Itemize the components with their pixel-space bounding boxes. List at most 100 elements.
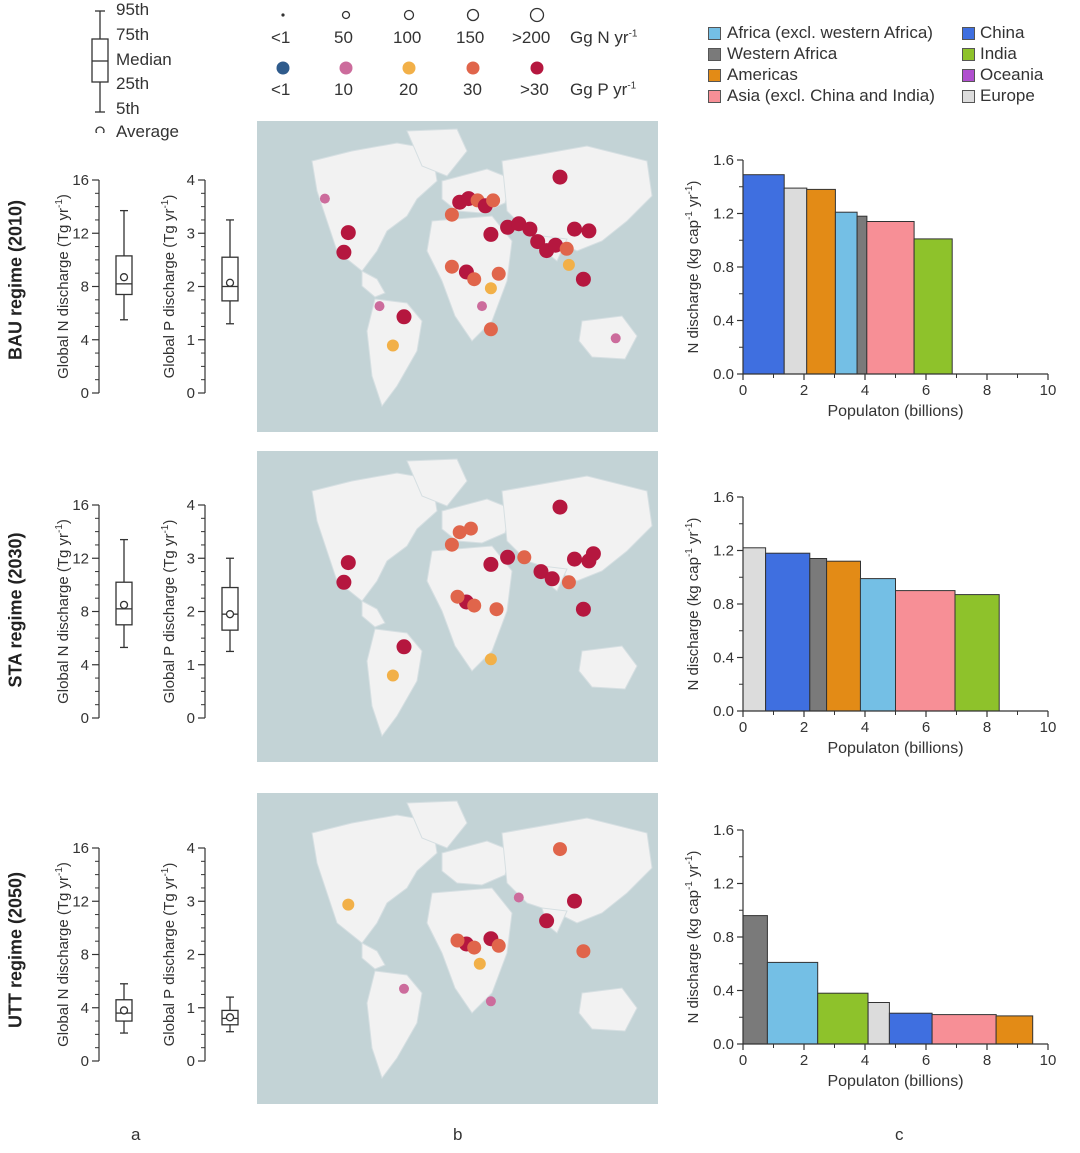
p-color-dot-1	[276, 61, 290, 75]
p-discharge-boxplot: 0 1 2 3 4 Global P discharge (Tg yr-1)	[160, 497, 239, 727]
landmass-ca	[361, 942, 386, 970]
x-tick-label: 10	[1040, 1052, 1057, 1069]
landmass-ca	[361, 270, 386, 298]
x-tick-label: 6	[922, 1052, 930, 1069]
river-discharge-point	[567, 893, 582, 909]
y-tick-label: 4	[81, 657, 89, 674]
p-legend-unit: Gg P yr-1	[570, 80, 637, 99]
y-axis-label-exp: -1	[684, 881, 695, 890]
y-tick-label: 16	[72, 840, 89, 857]
n-per-capita-chart: 0.0 0.4 0.8 1.2 1.6 0 2 4 6 8 10 Populaton (billion…	[684, 822, 1057, 1090]
region-label-americas: Americas	[727, 65, 798, 84]
region-label-china: China	[980, 23, 1025, 42]
regime-title-container: STA regime (2030)	[4, 450, 28, 770]
p-color-dot-2	[339, 61, 353, 75]
bar-europe	[783, 187, 808, 375]
average-marker	[119, 273, 129, 282]
river-discharge-point	[444, 537, 459, 552]
region-swatch-asia	[708, 90, 721, 103]
bar-europe	[867, 1002, 890, 1045]
y-tick-label: 1.6	[713, 489, 734, 506]
river-discharge-point	[533, 564, 549, 580]
y-tick-label: 0.0	[713, 1036, 734, 1053]
bar-americas	[806, 188, 836, 375]
p-color-dot-5	[530, 61, 544, 75]
y-axis-label-close: )	[685, 851, 702, 856]
y-tick-label: 8	[81, 279, 89, 296]
y-tick-label: 2	[187, 279, 195, 296]
river-discharge-point	[483, 322, 498, 337]
river-discharge-point	[396, 309, 412, 325]
river-discharge-point	[576, 944, 591, 959]
n-per-capita-chart: 0.0 0.4 0.8 1.2 1.6 0 2 4 6 8 10 Populaton (billion…	[684, 489, 1056, 757]
region-label-asia: Asia (excl. China and India)	[727, 86, 935, 105]
y-axis-label-exp: -1	[54, 199, 65, 208]
river-discharge-point	[561, 575, 576, 590]
p-color-dot-4	[466, 61, 480, 75]
y-tick-label: 0	[81, 385, 89, 402]
regime-title-container: UTT regime (2050)	[4, 790, 28, 1110]
river-discharge-point	[522, 221, 538, 237]
y-tick-label: 16	[72, 172, 89, 189]
river-discharge-point	[336, 574, 352, 590]
y-tick-label: 0	[81, 710, 89, 727]
n-legend-label-4: 150	[456, 28, 485, 47]
river-discharge-point	[374, 301, 385, 312]
y-tick-label: 3	[187, 550, 195, 567]
river-discharge-point	[319, 193, 330, 204]
y-tick-label: 1.2	[713, 876, 734, 893]
average-marker	[119, 1006, 129, 1015]
legend-label-average: Average	[116, 122, 180, 141]
river-discharge-point	[491, 938, 506, 953]
y-axis-label: Global N discharge (Tg yr-1)	[54, 519, 72, 704]
bar-western-africa	[809, 558, 828, 712]
size-legend-glyphs	[276, 7, 545, 75]
boxplot-legend-glyph	[91, 10, 109, 133]
river-discharge-point	[485, 996, 496, 1007]
river-discharge-point	[444, 259, 459, 274]
legend-label-25th: 25th	[116, 74, 150, 93]
landmass-eu	[441, 840, 513, 886]
x-tick-label: 8	[983, 719, 991, 736]
river-discharge-point	[463, 521, 478, 536]
bar-china	[888, 1012, 933, 1045]
regime-title-container: BAU regime (2010)	[4, 120, 28, 440]
y-tick-label: 4	[187, 497, 195, 514]
bar-western-africa	[742, 915, 768, 1045]
y-tick-label: 12	[72, 225, 89, 242]
p-discharge-boxplot: 0 1 2 3 4 Global P discharge (Tg yr-1)	[160, 172, 239, 402]
y-tick-label: 16	[72, 497, 89, 514]
landmass-sa	[366, 628, 423, 738]
panel-label-a: a	[131, 1125, 141, 1144]
y-tick-label: 0.4	[713, 983, 734, 1000]
x-tick-label: 6	[922, 382, 930, 399]
panel-label-c: c	[895, 1125, 904, 1144]
y-tick-label: 1.6	[713, 822, 734, 839]
landmass-ca	[361, 600, 386, 628]
y-axis-label-tail-exp: -1	[684, 855, 695, 864]
y-tick-label: 1	[187, 657, 195, 674]
x-tick-label: 10	[1040, 382, 1057, 399]
river-discharge-point	[473, 957, 486, 970]
river-discharge-point	[567, 551, 582, 567]
x-axis-label: Populaton (billions)	[827, 403, 963, 420]
river-discharge-point	[340, 225, 356, 241]
river-discharge-point	[467, 940, 482, 955]
p-discharge-boxplot: 0 1 2 3 4 Global P discharge (Tg yr-1)	[160, 840, 239, 1070]
river-discharge-point	[386, 669, 399, 682]
world-map	[257, 451, 658, 762]
bar-western-africa	[856, 215, 868, 375]
n-per-capita-chart: 0.0 0.4 0.8 1.2 1.6 0 2 4 6 8 10 Populaton (billion…	[684, 152, 1057, 420]
river-discharge-point	[539, 913, 555, 929]
y-axis-label-close: )	[55, 862, 72, 867]
region-label-europe: Europe	[980, 86, 1035, 105]
x-tick-label: 2	[800, 1052, 808, 1069]
x-tick-label: 0	[739, 382, 747, 399]
region-label-india: India	[980, 44, 1017, 63]
river-discharge-point	[467, 272, 482, 287]
y-tick-label: 4	[81, 1000, 89, 1017]
river-discharge-point	[450, 933, 465, 948]
y-axis-label-close: )	[685, 181, 702, 186]
bar-americas	[995, 1015, 1034, 1045]
